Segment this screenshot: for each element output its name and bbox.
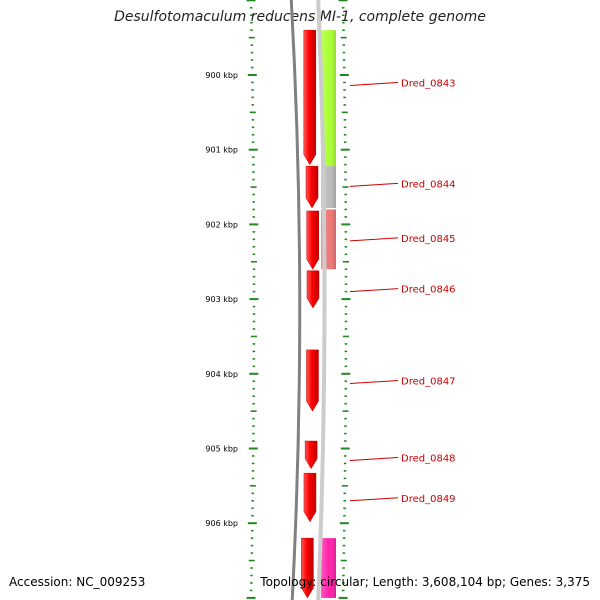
label-leader (349, 380, 399, 385)
gene-arrow-dred_0847 (306, 349, 319, 412)
label-leader (349, 456, 399, 461)
gene-arrow-dred_0846 (306, 270, 320, 309)
gene-label-dred_0844[interactable]: Dred_0844 (401, 179, 456, 190)
label-leader (349, 288, 399, 293)
gene-label-dred_0843[interactable]: Dred_0843 (401, 78, 456, 89)
label-leader (349, 237, 399, 242)
scale-label: 906 kbp (205, 519, 238, 528)
gene-arrow-dred_0844 (305, 165, 319, 209)
length-value: 3,608,104 bp; (421, 575, 507, 589)
gene-arrow-dred_0845 (306, 210, 319, 270)
cog-track-edge (316, 0, 327, 600)
genes-value: 3,375 (555, 575, 590, 589)
map-title: Desulfotomaculum reducens MI-1, complete… (114, 9, 486, 25)
scale-label: 900 kbp (205, 71, 238, 80)
gene-track (301, 29, 320, 599)
scale-label: 904 kbp (205, 370, 238, 379)
gene-arrow-unnamed-7 (301, 537, 314, 599)
label-leader (349, 81, 399, 86)
accession-value: NC_009253 (76, 575, 146, 589)
accession-info: Accession: NC_009253 (9, 575, 145, 589)
gene-arrow-dred_0843 (303, 29, 317, 166)
cog-block-shade-3 (321, 538, 336, 598)
label-leader (349, 497, 399, 502)
genes-label: Genes: (509, 575, 552, 589)
accession-label: Accession: (9, 575, 73, 589)
gene-label-dred_0846[interactable]: Dred_0846 (401, 285, 456, 296)
topology-value: circular; (320, 575, 369, 589)
gene-labels: Dred_0843 Dred_0844 Dred_0845 Dred_0846 Dred… (349, 78, 456, 505)
gene-arrow-dred_0849 (303, 472, 317, 523)
cog-track (316, 0, 336, 600)
backbone-arc (289, 0, 302, 600)
gene-arrow-dred_0848 (304, 440, 318, 470)
scale-ticks: 900 kbp 901 kbp 902 kbp 903 kbp 904 kbp 905 k… (205, 0, 351, 599)
scale-label: 905 kbp (205, 445, 238, 454)
label-leader (349, 182, 399, 187)
gene-label-dred_0848[interactable]: Dred_0848 (401, 453, 456, 464)
backbone (289, 0, 302, 600)
gene-label-dred_0845[interactable]: Dred_0845 (401, 234, 456, 245)
genome-summary: Topology: circular; Length: 3,608,104 bp… (260, 575, 590, 589)
topology-label: Topology: (260, 575, 317, 589)
length-label: Length: (372, 575, 419, 589)
scale-label: 901 kbp (205, 146, 238, 155)
cog-block-shade-0 (321, 30, 336, 167)
gene-label-dred_0847[interactable]: Dred_0847 (401, 377, 456, 388)
gene-label-dred_0849[interactable]: Dred_0849 (401, 494, 456, 505)
scale-label: 902 kbp (205, 220, 238, 229)
scale-label: 903 kbp (205, 295, 238, 304)
